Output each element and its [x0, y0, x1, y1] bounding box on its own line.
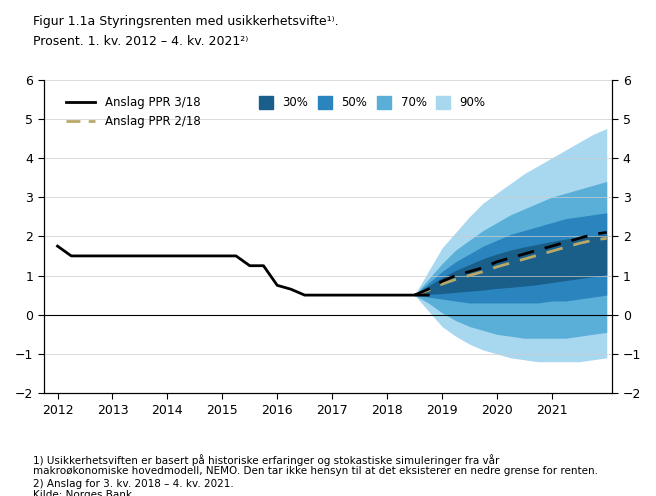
Text: 1) Usikkerhetsviften er basert på historiske erfaringer og stokastiske simulerin: 1) Usikkerhetsviften er basert på histor… [33, 454, 499, 466]
Text: Prosent. 1. kv. 2012 – 4. kv. 2021²⁾: Prosent. 1. kv. 2012 – 4. kv. 2021²⁾ [33, 35, 248, 48]
Text: makroøkonomiske hovedmodell, NEMO. Den tar ikke hensyn til at det eksisterer en : makroøkonomiske hovedmodell, NEMO. Den t… [33, 466, 598, 476]
Text: Figur 1.1a Styringsrenten med usikkerhetsvifte¹⁾.: Figur 1.1a Styringsrenten med usikkerhet… [33, 15, 338, 28]
Text: 2) Anslag for 3. kv. 2018 – 4. kv. 2021.: 2) Anslag for 3. kv. 2018 – 4. kv. 2021. [33, 479, 234, 489]
Text: Kilde: Norges Bank: Kilde: Norges Bank [33, 490, 132, 496]
Legend: 30%, 50%, 70%, 90%: 30%, 50%, 70%, 90% [255, 92, 490, 114]
